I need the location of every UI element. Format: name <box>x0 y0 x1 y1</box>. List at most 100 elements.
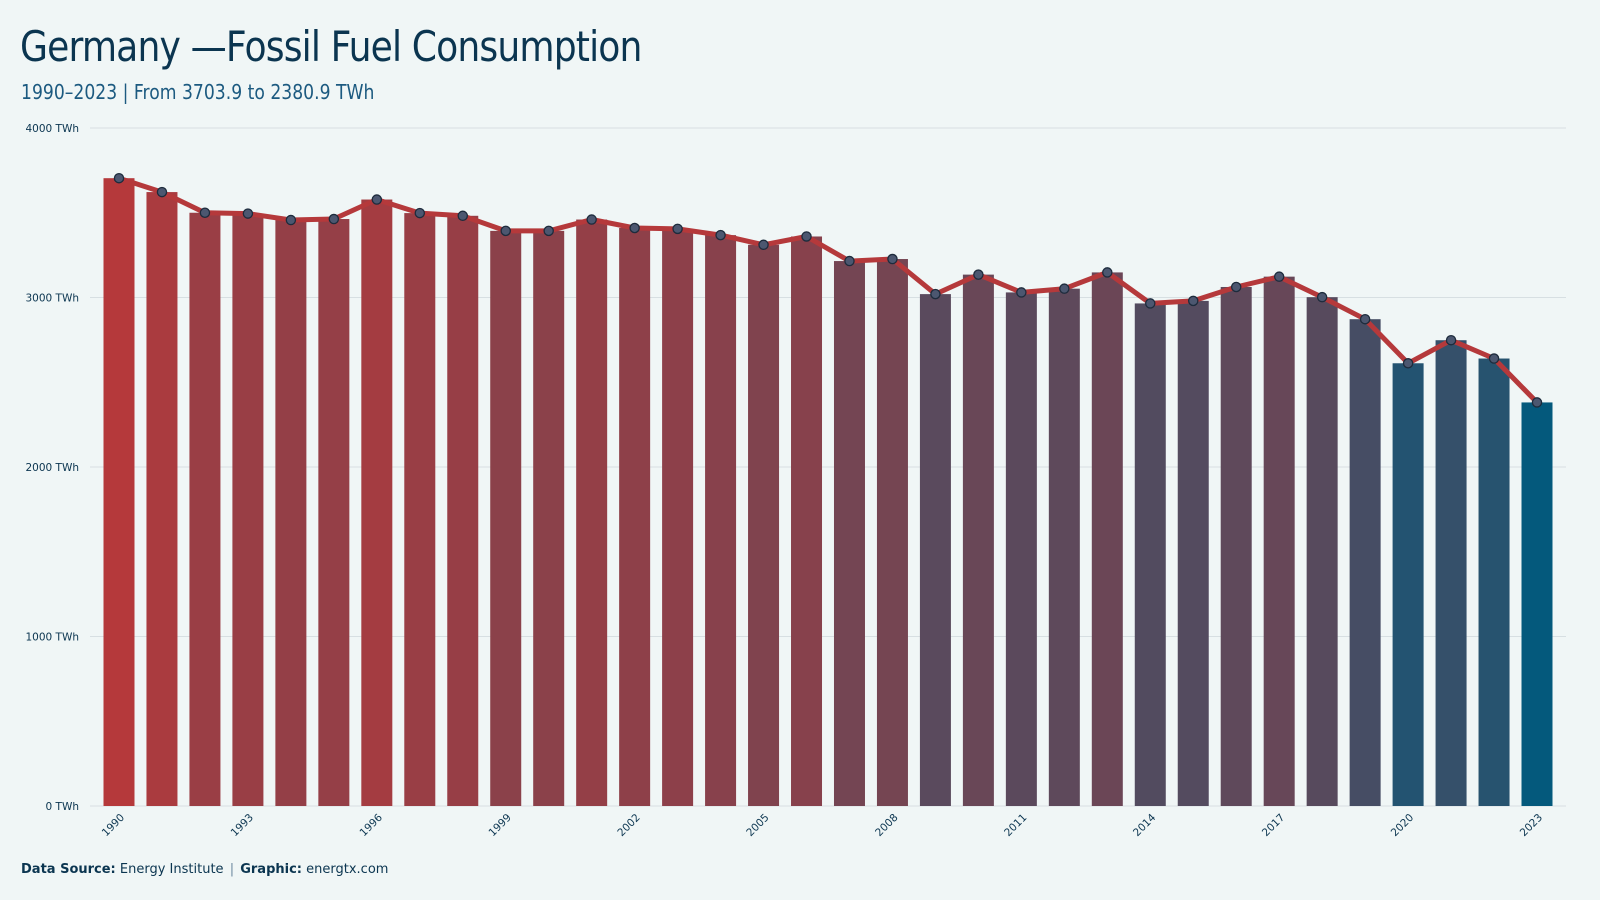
marker-2009 <box>930 288 941 300</box>
y-tick-label: 4000 TWh <box>25 123 79 135</box>
bar-1990 <box>103 178 135 806</box>
x-tick-label: 1999 <box>486 812 513 839</box>
bar-1993 <box>232 213 264 806</box>
marker-2015 <box>1187 295 1199 307</box>
marker-1992 <box>199 207 211 218</box>
marker-2018 <box>1316 291 1328 303</box>
marker-2003 <box>672 223 683 235</box>
bar-2000 <box>533 230 565 807</box>
bar-2004 <box>705 235 737 806</box>
marker-2004 <box>715 229 726 241</box>
graphic-label: Graphic: <box>240 862 302 877</box>
footer-separator: | <box>229 862 235 877</box>
bar-2021 <box>1435 340 1467 806</box>
bar-2003 <box>662 228 694 807</box>
marker-2013 <box>1102 267 1113 278</box>
marker-2007 <box>844 255 855 267</box>
bar-1998 <box>447 215 479 806</box>
bar-2013 <box>1091 272 1123 806</box>
source-label: Data Source: <box>21 862 116 877</box>
bar-2018 <box>1306 297 1338 806</box>
bar-2001 <box>576 219 608 806</box>
bar-1996 <box>361 199 393 807</box>
bar-1995 <box>318 219 350 807</box>
x-tick-label: 2020 <box>1389 812 1416 839</box>
marker-2010 <box>973 269 984 280</box>
bar-2014 <box>1134 303 1166 806</box>
marker-1997 <box>414 207 426 219</box>
bar-2020 <box>1392 363 1424 806</box>
trend-line-path <box>116 175 1540 405</box>
marker-2005 <box>758 239 769 251</box>
marker-2022 <box>1488 353 1500 364</box>
bar-2022 <box>1478 358 1510 806</box>
bar-2008 <box>876 259 908 806</box>
bar-2010 <box>962 274 994 806</box>
bar-2005 <box>748 244 780 806</box>
bar-1999 <box>490 230 522 807</box>
marker-1998 <box>457 210 469 222</box>
x-tick-label: 2002 <box>615 812 642 839</box>
marker-2020 <box>1402 358 1414 369</box>
bar-1994 <box>275 220 307 806</box>
y-tick-label: 0 TWh <box>46 801 79 813</box>
trend-line <box>116 175 1540 405</box>
marker-2008 <box>887 253 898 265</box>
footer: Data Source: Energy Institute | Graphic:… <box>21 862 388 877</box>
x-tick-label: 1990 <box>100 812 127 839</box>
marker-2014 <box>1145 298 1156 309</box>
bar-2006 <box>791 236 823 807</box>
bars <box>103 178 1553 807</box>
marker-2001 <box>586 214 597 225</box>
bar-2012 <box>1048 288 1080 806</box>
x-tick-label: 2017 <box>1260 812 1287 839</box>
marker-2021 <box>1445 334 1457 346</box>
bar-2011 <box>1005 292 1037 806</box>
bar-2015 <box>1177 300 1209 806</box>
x-axis-ticks: 1990 1993 1996 1999 2002 2005 2008 2011 2014 2017… <box>100 811 1545 839</box>
x-tick-label: 2005 <box>744 812 771 839</box>
bar-1991 <box>146 192 178 807</box>
marker-2016 <box>1230 281 1242 293</box>
x-tick-label: 2008 <box>873 812 900 839</box>
markers <box>113 172 1543 408</box>
y-tick-label: 3000 TWh <box>25 293 79 305</box>
bar-2023 <box>1521 402 1553 806</box>
x-tick-label: 2011 <box>1002 812 1029 839</box>
bar-2007 <box>833 261 865 806</box>
source-value: Energy Institute <box>119 862 224 877</box>
marker-2000 <box>543 225 554 237</box>
marker-1993 <box>242 208 254 219</box>
grid-lines <box>90 127 1566 807</box>
x-tick-label: 2023 <box>1518 812 1545 839</box>
marker-1990 <box>113 172 125 184</box>
bar-2002 <box>619 228 651 806</box>
marker-2012 <box>1059 283 1070 294</box>
marker-2011 <box>1016 287 1027 298</box>
marker-1996 <box>371 194 383 205</box>
y-tick-label: 2000 TWh <box>25 462 79 474</box>
x-tick-label: 1993 <box>229 812 256 839</box>
marker-2006 <box>801 231 812 242</box>
bar-2019 <box>1349 319 1381 806</box>
marker-1999 <box>500 225 511 237</box>
y-tick-label: 1000 TWh <box>25 632 79 644</box>
bar-2016 <box>1220 286 1252 807</box>
marker-2019 <box>1359 313 1371 325</box>
chart-subtitle: 1990–2023 | From 3703.9 to 2380.9 TWh <box>21 80 375 104</box>
bar-2009 <box>919 294 951 806</box>
chart-title: Germany —Fossil Fuel Consumption <box>20 22 642 71</box>
marker-2023 <box>1531 397 1543 408</box>
y-axis-ticks: 0 TWh 1000 TWh 2000 TWh 3000 TWh 4000 TWh <box>25 123 79 813</box>
bar-1992 <box>189 212 221 806</box>
x-tick-label: 2014 <box>1131 811 1159 839</box>
marker-1995 <box>328 213 340 225</box>
x-tick-label: 1996 <box>358 811 386 839</box>
bar-2017 <box>1263 276 1295 806</box>
graphic-value: energtx.com <box>306 862 389 877</box>
bar-1997 <box>404 213 436 807</box>
marker-2017 <box>1273 271 1285 282</box>
marker-2002 <box>629 222 640 234</box>
marker-1994 <box>285 214 297 226</box>
